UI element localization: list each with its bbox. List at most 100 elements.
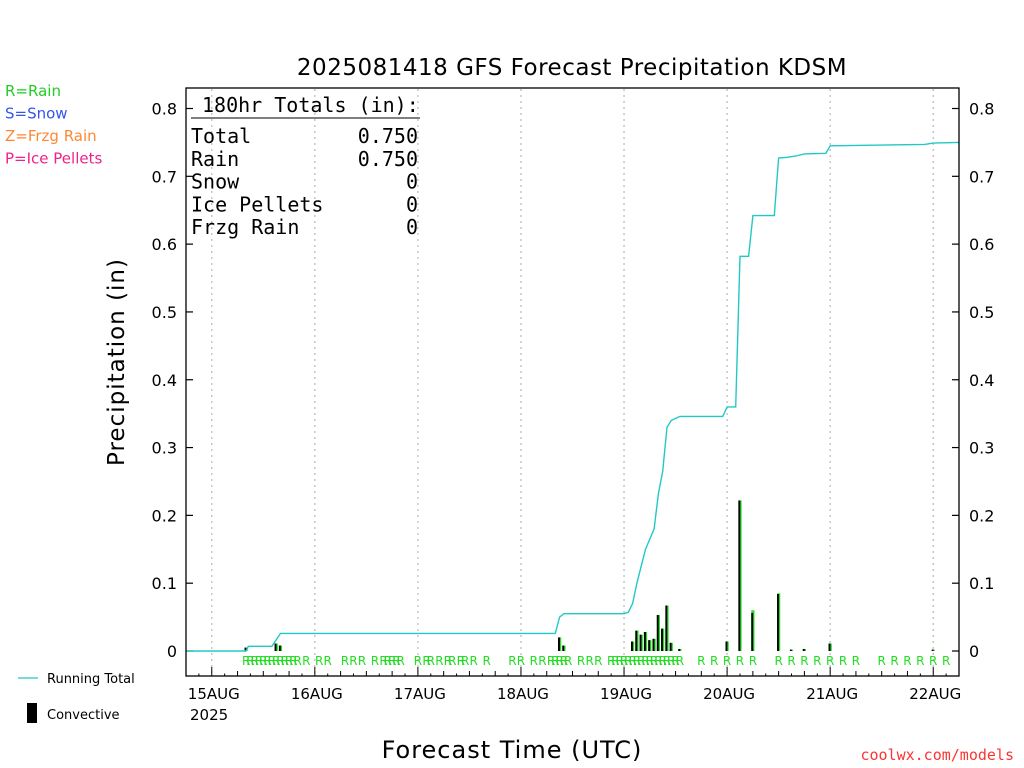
y-tick-label-left: 0.7: [152, 167, 177, 186]
precip-type-letter: R: [736, 654, 744, 668]
x-axis-label: Forecast Time (UTC): [382, 736, 643, 764]
y-tick-label-left: 0.2: [152, 506, 177, 525]
y-tick-label-left: 0.6: [152, 235, 177, 254]
precip-type-letter: R: [392, 654, 400, 668]
precip-type-letter: R: [594, 654, 602, 668]
precip-type-letter: R: [414, 654, 422, 668]
precip-type-letter: R: [942, 654, 950, 668]
precip-type-letter: R: [723, 654, 731, 668]
precip-type-letter: R: [293, 654, 301, 668]
convective-bar: [639, 634, 642, 651]
convective-bar: [278, 645, 281, 651]
precip-type-letter: R: [388, 654, 396, 668]
year-label: 2025: [190, 706, 228, 724]
x-date-label: 19AUG: [600, 685, 652, 703]
convective-bar: [244, 647, 247, 651]
precip-type-letter: R: [624, 654, 632, 668]
precip-type-letter: R: [916, 654, 924, 668]
precip-type-letter: R: [422, 654, 430, 668]
chart-title: 2025081418 GFS Forecast Precipitation KD…: [297, 55, 847, 81]
precip-type-letter: R: [697, 654, 705, 668]
precip-type-letter: R: [259, 654, 267, 668]
y-tick-label-right: 0.6: [969, 235, 994, 254]
precip-type-letter: R: [435, 654, 443, 668]
precip-type-letter: R: [324, 654, 332, 668]
precip-type-letter: R: [787, 654, 795, 668]
convective-bar: [631, 641, 633, 651]
precip-type-legend: R=Rain S=Snow Z=Frzg Rain P=Ice Pellets: [5, 82, 102, 168]
x-date-label: 21AUG: [806, 685, 858, 703]
precip-type-letter: R: [633, 654, 641, 668]
precip-bars: [244, 500, 935, 651]
precip-type-letter: R: [315, 654, 323, 668]
convective-bar: [562, 645, 565, 651]
precip-type-letter: R: [654, 654, 662, 668]
precip-type-letter: R: [637, 654, 645, 668]
precip-type-letter: R: [852, 654, 860, 668]
precip-type-letter: R: [929, 654, 937, 668]
convective-bar: [661, 628, 664, 651]
y-axis-label: Precipitation (in): [104, 258, 130, 466]
x-axis-ticks: 15AUG 16AUG 17AUG 18AUG 19AUG 20AUG 21AUG 22AUG: [185, 667, 961, 703]
y-tick-label-right: 0: [969, 642, 979, 661]
precip-type-letter: R: [517, 654, 525, 668]
precip-type-letter: R: [530, 654, 538, 668]
precip-type-letter: R: [289, 654, 297, 668]
series-legend: Running Total Convective: [18, 672, 135, 723]
convective-legend-label: Convective: [47, 708, 120, 723]
precip-type-letter: R: [397, 654, 405, 668]
precip-type-letter: R: [358, 654, 366, 668]
y-tick-label-right: 0.8: [969, 100, 994, 119]
y-tick-label-right: 0.2: [969, 506, 994, 525]
y-tick-label-right: 0.1: [969, 574, 994, 593]
convective-bar: [635, 630, 638, 651]
precip-type-letter: R: [813, 654, 821, 668]
totals-box: 180hr Totals (in): Total 0.750 Rain 0.750 Sn…: [191, 93, 420, 239]
precip-type-letter: R: [246, 654, 254, 668]
totals-row-value: 0.750: [358, 147, 418, 171]
precip-type-letter: R: [903, 654, 911, 668]
precip-type-letter: R: [276, 654, 284, 668]
precip-type-letter: R: [268, 654, 276, 668]
precip-type-letter: R: [671, 654, 679, 668]
y-tick-label-right: 0.3: [969, 439, 994, 458]
precip-type-letter: R: [667, 654, 675, 668]
y-tick-label-left: 0.3: [152, 439, 177, 458]
convective-legend-swatch: [27, 703, 37, 723]
totals-row-label: Ice Pellets: [191, 192, 323, 216]
precip-type-letter: R: [379, 654, 387, 668]
precip-type-letter: R: [800, 654, 808, 668]
precip-type-letter: R: [349, 654, 357, 668]
precip-type-letter: R: [285, 654, 293, 668]
convective-bar: [648, 640, 651, 651]
precip-type-letter: R: [839, 654, 847, 668]
convective-bar: [656, 615, 659, 651]
x-date-label: 20AUG: [703, 685, 755, 703]
precip-type-letter: R: [551, 654, 559, 668]
totals-row-label: Snow: [191, 170, 240, 194]
precip-type-letter: R: [263, 654, 271, 668]
running-total-line: [186, 141, 960, 652]
precip-type-letter: R: [616, 654, 624, 668]
convective-bar: [558, 637, 560, 651]
plot-frame: [185, 87, 960, 677]
precip-type-letter: R: [255, 654, 263, 668]
totals-row-value: 0: [406, 192, 418, 216]
y-tick-label-right: 0.4: [969, 371, 994, 390]
precip-type-letter: R: [607, 654, 615, 668]
precip-type-letter: R: [564, 654, 572, 668]
precip-type-letter: R: [457, 654, 465, 668]
precip-type-letter: R: [710, 654, 718, 668]
precip-type-letter: R: [555, 654, 563, 668]
precip-type-letter: R: [620, 654, 628, 668]
running-total-line-group: [186, 141, 960, 652]
convective-bar: [751, 613, 754, 651]
convective-bar: [931, 649, 934, 651]
convective-bar: [669, 642, 672, 651]
precip-type-letter: R: [547, 654, 555, 668]
totals-header: 180hr Totals (in):: [202, 93, 419, 117]
precip-type-letter: R: [659, 654, 667, 668]
precip-type-letter: R: [281, 654, 289, 668]
